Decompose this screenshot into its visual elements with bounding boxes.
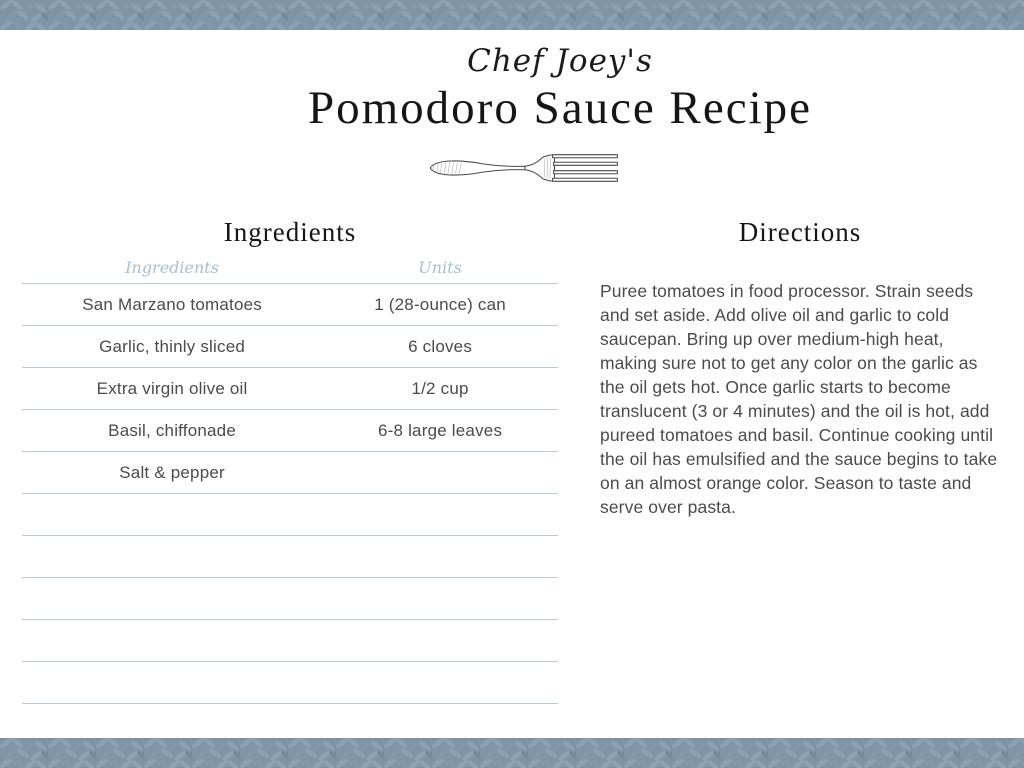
border-pattern-bottom xyxy=(0,738,1024,768)
fork-illustration xyxy=(61,147,989,194)
fork-icon xyxy=(429,154,618,183)
table-row: Salt & pepper xyxy=(22,452,558,494)
table-row: Extra virgin olive oil 1/2 cup xyxy=(22,368,558,410)
column-header-units: Units xyxy=(418,257,462,277)
ingredient-cell: Garlic, thinly sliced xyxy=(99,336,246,356)
ingredient-cell: Salt & pepper xyxy=(119,462,225,482)
ingredients-heading: Ingredients xyxy=(223,217,357,247)
directions-heading: Directions xyxy=(738,217,862,247)
units-cell: 6-8 large leaves xyxy=(377,420,503,440)
border-pattern-top xyxy=(0,0,1024,30)
ingredient-cell: Extra virgin olive oil xyxy=(96,378,248,398)
table-row: Garlic, thinly sliced 6 cloves xyxy=(22,326,558,368)
table-row xyxy=(22,578,558,620)
ingredient-cell: San Marzano tomatoes xyxy=(82,294,262,314)
ingredient-cell: Basil, chiffonade xyxy=(108,420,236,440)
units-cell: 1 (28-ounce) can xyxy=(374,294,506,314)
directions-text: Puree tomatoes in food processor. Strain… xyxy=(600,281,998,517)
units-cell: 6 cloves xyxy=(408,336,473,356)
table-row xyxy=(22,536,558,578)
table-row: San Marzano tomatoes 1 (28-ounce) can xyxy=(22,284,558,326)
recipe-header: Chef Joey's Pomodoro Sauce Recipe xyxy=(96,44,1024,194)
table-row xyxy=(22,662,558,704)
ingredients-column-headers: Ingredients Units xyxy=(22,253,558,281)
column-header-ingredient: Ingredients xyxy=(125,257,219,277)
table-row: Basil, chiffonade 6-8 large leaves xyxy=(22,410,558,452)
table-row xyxy=(22,620,558,662)
page-title: Pomodoro Sauce Recipe xyxy=(307,82,813,135)
ingredients-table-body: San Marzano tomatoes 1 (28-ounce) can Ga… xyxy=(22,283,558,704)
table-row xyxy=(22,494,558,536)
brand-script-title: Chef Joey's xyxy=(467,43,653,79)
units-cell: 1/2 cup xyxy=(411,378,469,398)
